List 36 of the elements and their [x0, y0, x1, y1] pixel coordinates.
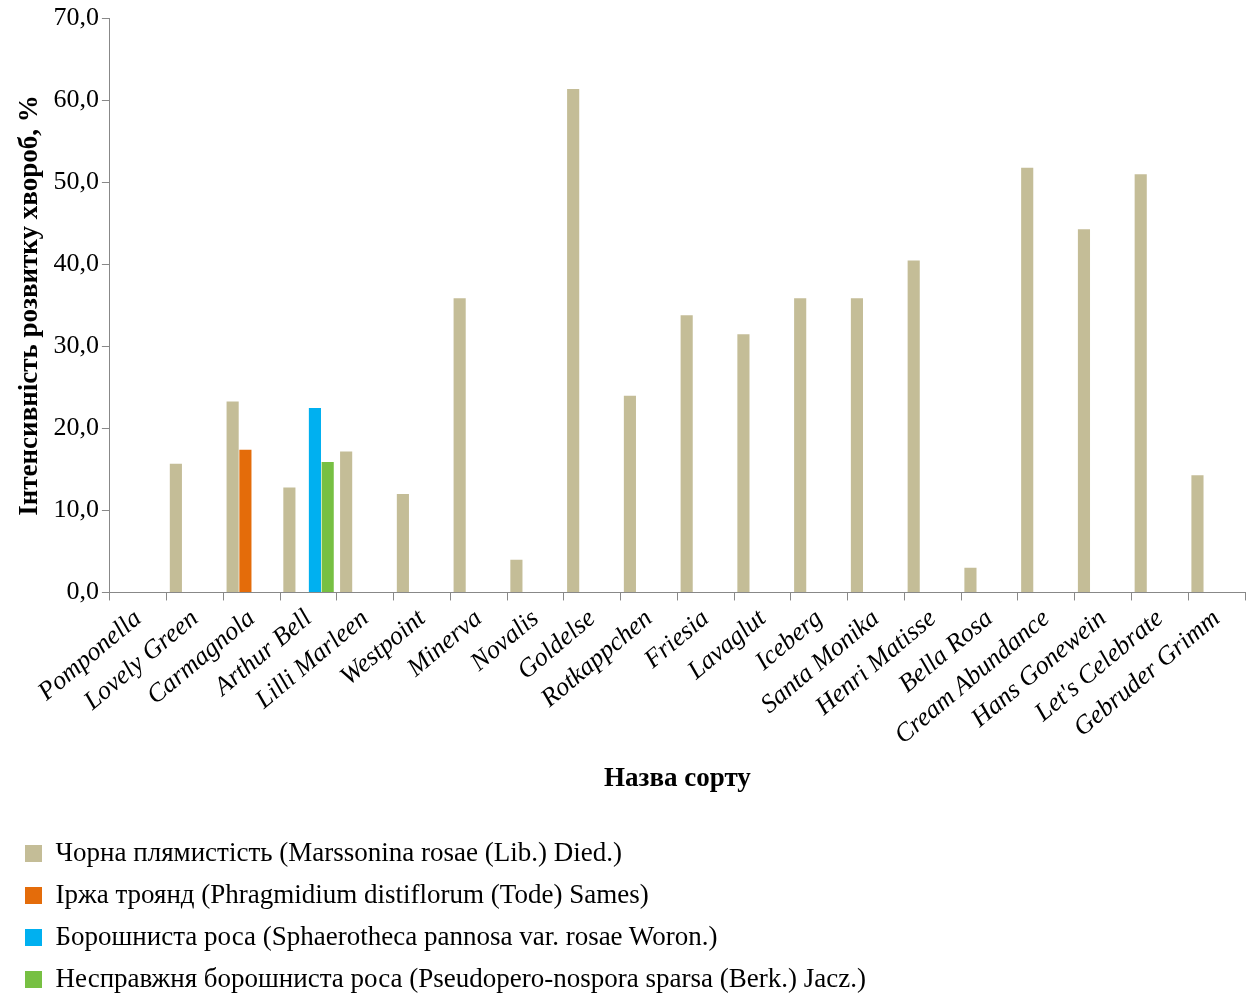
legend-label: Борошниста роса (Sphaerotheca pannosa var. rosae Woron.) [55, 920, 718, 951]
bar [1134, 174, 1147, 592]
y-tick-label: 0,0 [66, 576, 99, 606]
bar [169, 463, 182, 592]
legend-label: Чорна плямистість (Marssonina rosae (Lib.) Died.) [55, 836, 622, 867]
legend-label: Несправжня борошниста роса (Pseudopero-nospora sparsa (Berk.) Jacz.) [55, 962, 866, 993]
y-tick-label: 60,0 [53, 84, 99, 114]
bar [453, 298, 466, 592]
bar [567, 89, 580, 592]
bar [226, 401, 239, 592]
bar [1077, 229, 1091, 592]
bar [308, 408, 321, 592]
bar [510, 559, 523, 592]
bar [794, 298, 807, 592]
bar [340, 451, 353, 592]
y-tick-label: 20,0 [53, 412, 99, 442]
legend-label: Іржа троянд (Phragmidium distiflorum (Tode) Sames) [55, 878, 649, 909]
bar [321, 462, 334, 592]
y-tick-label: 10,0 [53, 494, 99, 524]
bar [283, 487, 296, 592]
bar [737, 334, 750, 592]
bar [239, 449, 252, 592]
y-tick-label: 70,0 [53, 2, 99, 32]
bar [1191, 475, 1204, 592]
bar [1021, 167, 1034, 592]
y-tick-label: 40,0 [53, 248, 99, 278]
y-axis-title: Інтенсивність розвитку хвороб, % [13, 95, 44, 516]
bar [623, 395, 636, 592]
bar [964, 567, 977, 592]
bar [850, 298, 863, 592]
bar [396, 494, 409, 592]
bar [680, 315, 693, 592]
x-axis-title: Назва сорту [604, 761, 752, 792]
y-tick-label: 30,0 [53, 330, 99, 360]
bar [907, 260, 920, 592]
y-tick-label: 50,0 [53, 166, 99, 196]
